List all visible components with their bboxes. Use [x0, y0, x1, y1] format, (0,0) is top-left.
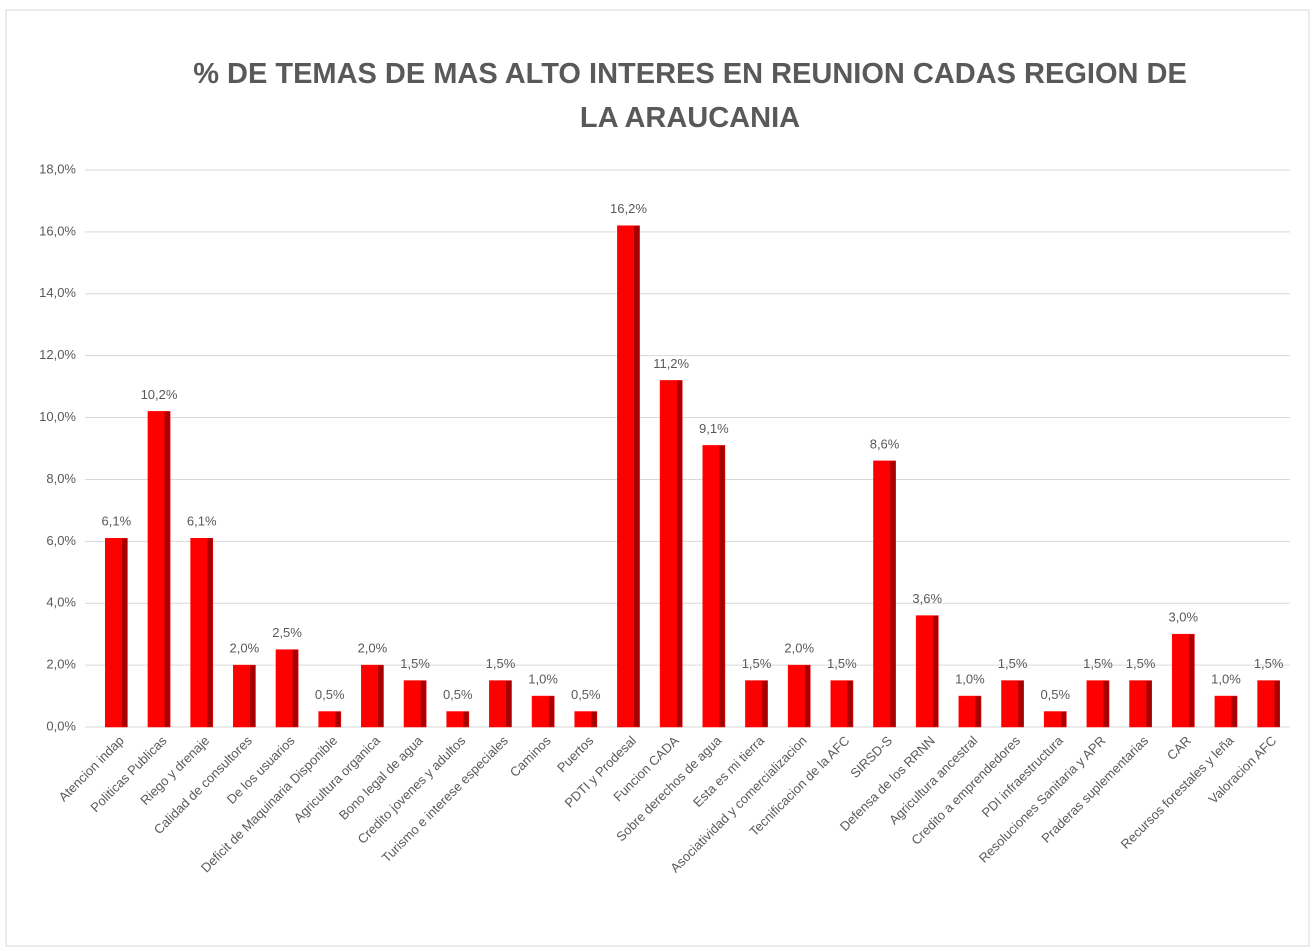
- bar: [318, 711, 342, 728]
- data-label: 1,5%: [1254, 656, 1284, 671]
- bar: [1257, 680, 1281, 728]
- x-tick-label: Caminos: [507, 733, 554, 780]
- data-label: 1,5%: [742, 656, 772, 671]
- data-label: 2,0%: [784, 641, 814, 656]
- x-tick-label: Puertos: [554, 733, 597, 776]
- bar: [1086, 680, 1110, 728]
- chart-border: [5, 9, 1310, 947]
- bar: [233, 664, 256, 728]
- bar: [1129, 680, 1152, 728]
- data-label: 1,0%: [1211, 671, 1241, 686]
- y-tick-label: 14,0%: [39, 285, 76, 300]
- y-tick-label: 12,0%: [39, 347, 76, 362]
- data-label: 10,2%: [141, 387, 178, 402]
- data-label: 0,5%: [1040, 687, 1070, 702]
- data-label: 9,1%: [699, 421, 729, 436]
- data-label: 8,6%: [870, 436, 900, 451]
- data-label: 1,5%: [1126, 656, 1156, 671]
- chart-title: % DE TEMAS DE MAS ALTO INTERES EN REUNIO…: [193, 58, 1187, 134]
- bar: [1214, 695, 1238, 728]
- data-label: 1,5%: [827, 656, 857, 671]
- data-label: 0,5%: [571, 687, 601, 702]
- bar: [275, 649, 299, 728]
- y-tick-label: 8,0%: [46, 471, 76, 486]
- bar: [745, 680, 768, 728]
- bar: [873, 460, 896, 728]
- x-tick-label: CAR: [1164, 733, 1194, 763]
- bar: [1171, 633, 1195, 728]
- data-label: 2,5%: [272, 625, 302, 640]
- bar: [830, 680, 854, 728]
- bar: [915, 615, 939, 728]
- y-tick-label: 0,0%: [46, 718, 76, 733]
- y-tick-label: 16,0%: [39, 223, 76, 238]
- bar: [403, 680, 427, 728]
- bar: [659, 380, 683, 728]
- data-label: 2,0%: [358, 641, 388, 656]
- bar: [446, 711, 470, 728]
- bar: [958, 695, 982, 728]
- bar: [489, 680, 512, 728]
- data-label: 16,2%: [610, 201, 647, 216]
- bar: [702, 445, 726, 728]
- y-tick-label: 4,0%: [46, 595, 76, 610]
- data-label: 1,0%: [955, 671, 985, 686]
- data-label: 3,6%: [912, 591, 942, 606]
- bar: [361, 664, 384, 728]
- data-label: 2,0%: [230, 641, 260, 656]
- data-label: 1,0%: [528, 671, 558, 686]
- data-label: 6,1%: [187, 514, 217, 529]
- data-label: 0,5%: [443, 687, 473, 702]
- data-label: 1,5%: [1083, 656, 1113, 671]
- y-tick-label: 18,0%: [39, 161, 76, 176]
- data-label: 6,1%: [102, 514, 132, 529]
- bar: [617, 225, 640, 728]
- bar: [147, 411, 171, 728]
- bar: [787, 664, 811, 728]
- bar: [1001, 680, 1024, 728]
- x-tick-label: Politicas Publicas: [87, 733, 169, 815]
- bar: [190, 537, 214, 728]
- data-label: 1,5%: [998, 656, 1028, 671]
- bar: [531, 695, 555, 728]
- y-tick-label: 6,0%: [46, 533, 76, 548]
- bar: [104, 537, 128, 728]
- data-label: 11,2%: [653, 356, 689, 371]
- y-tick-label: 2,0%: [46, 657, 76, 672]
- y-tick-label: 10,0%: [39, 409, 76, 424]
- bar: [1043, 711, 1067, 728]
- data-label: 1,5%: [400, 656, 430, 671]
- data-label: 1,5%: [486, 656, 516, 671]
- bar: [574, 711, 598, 728]
- data-label: 3,0%: [1168, 610, 1198, 625]
- data-label: 0,5%: [315, 687, 345, 702]
